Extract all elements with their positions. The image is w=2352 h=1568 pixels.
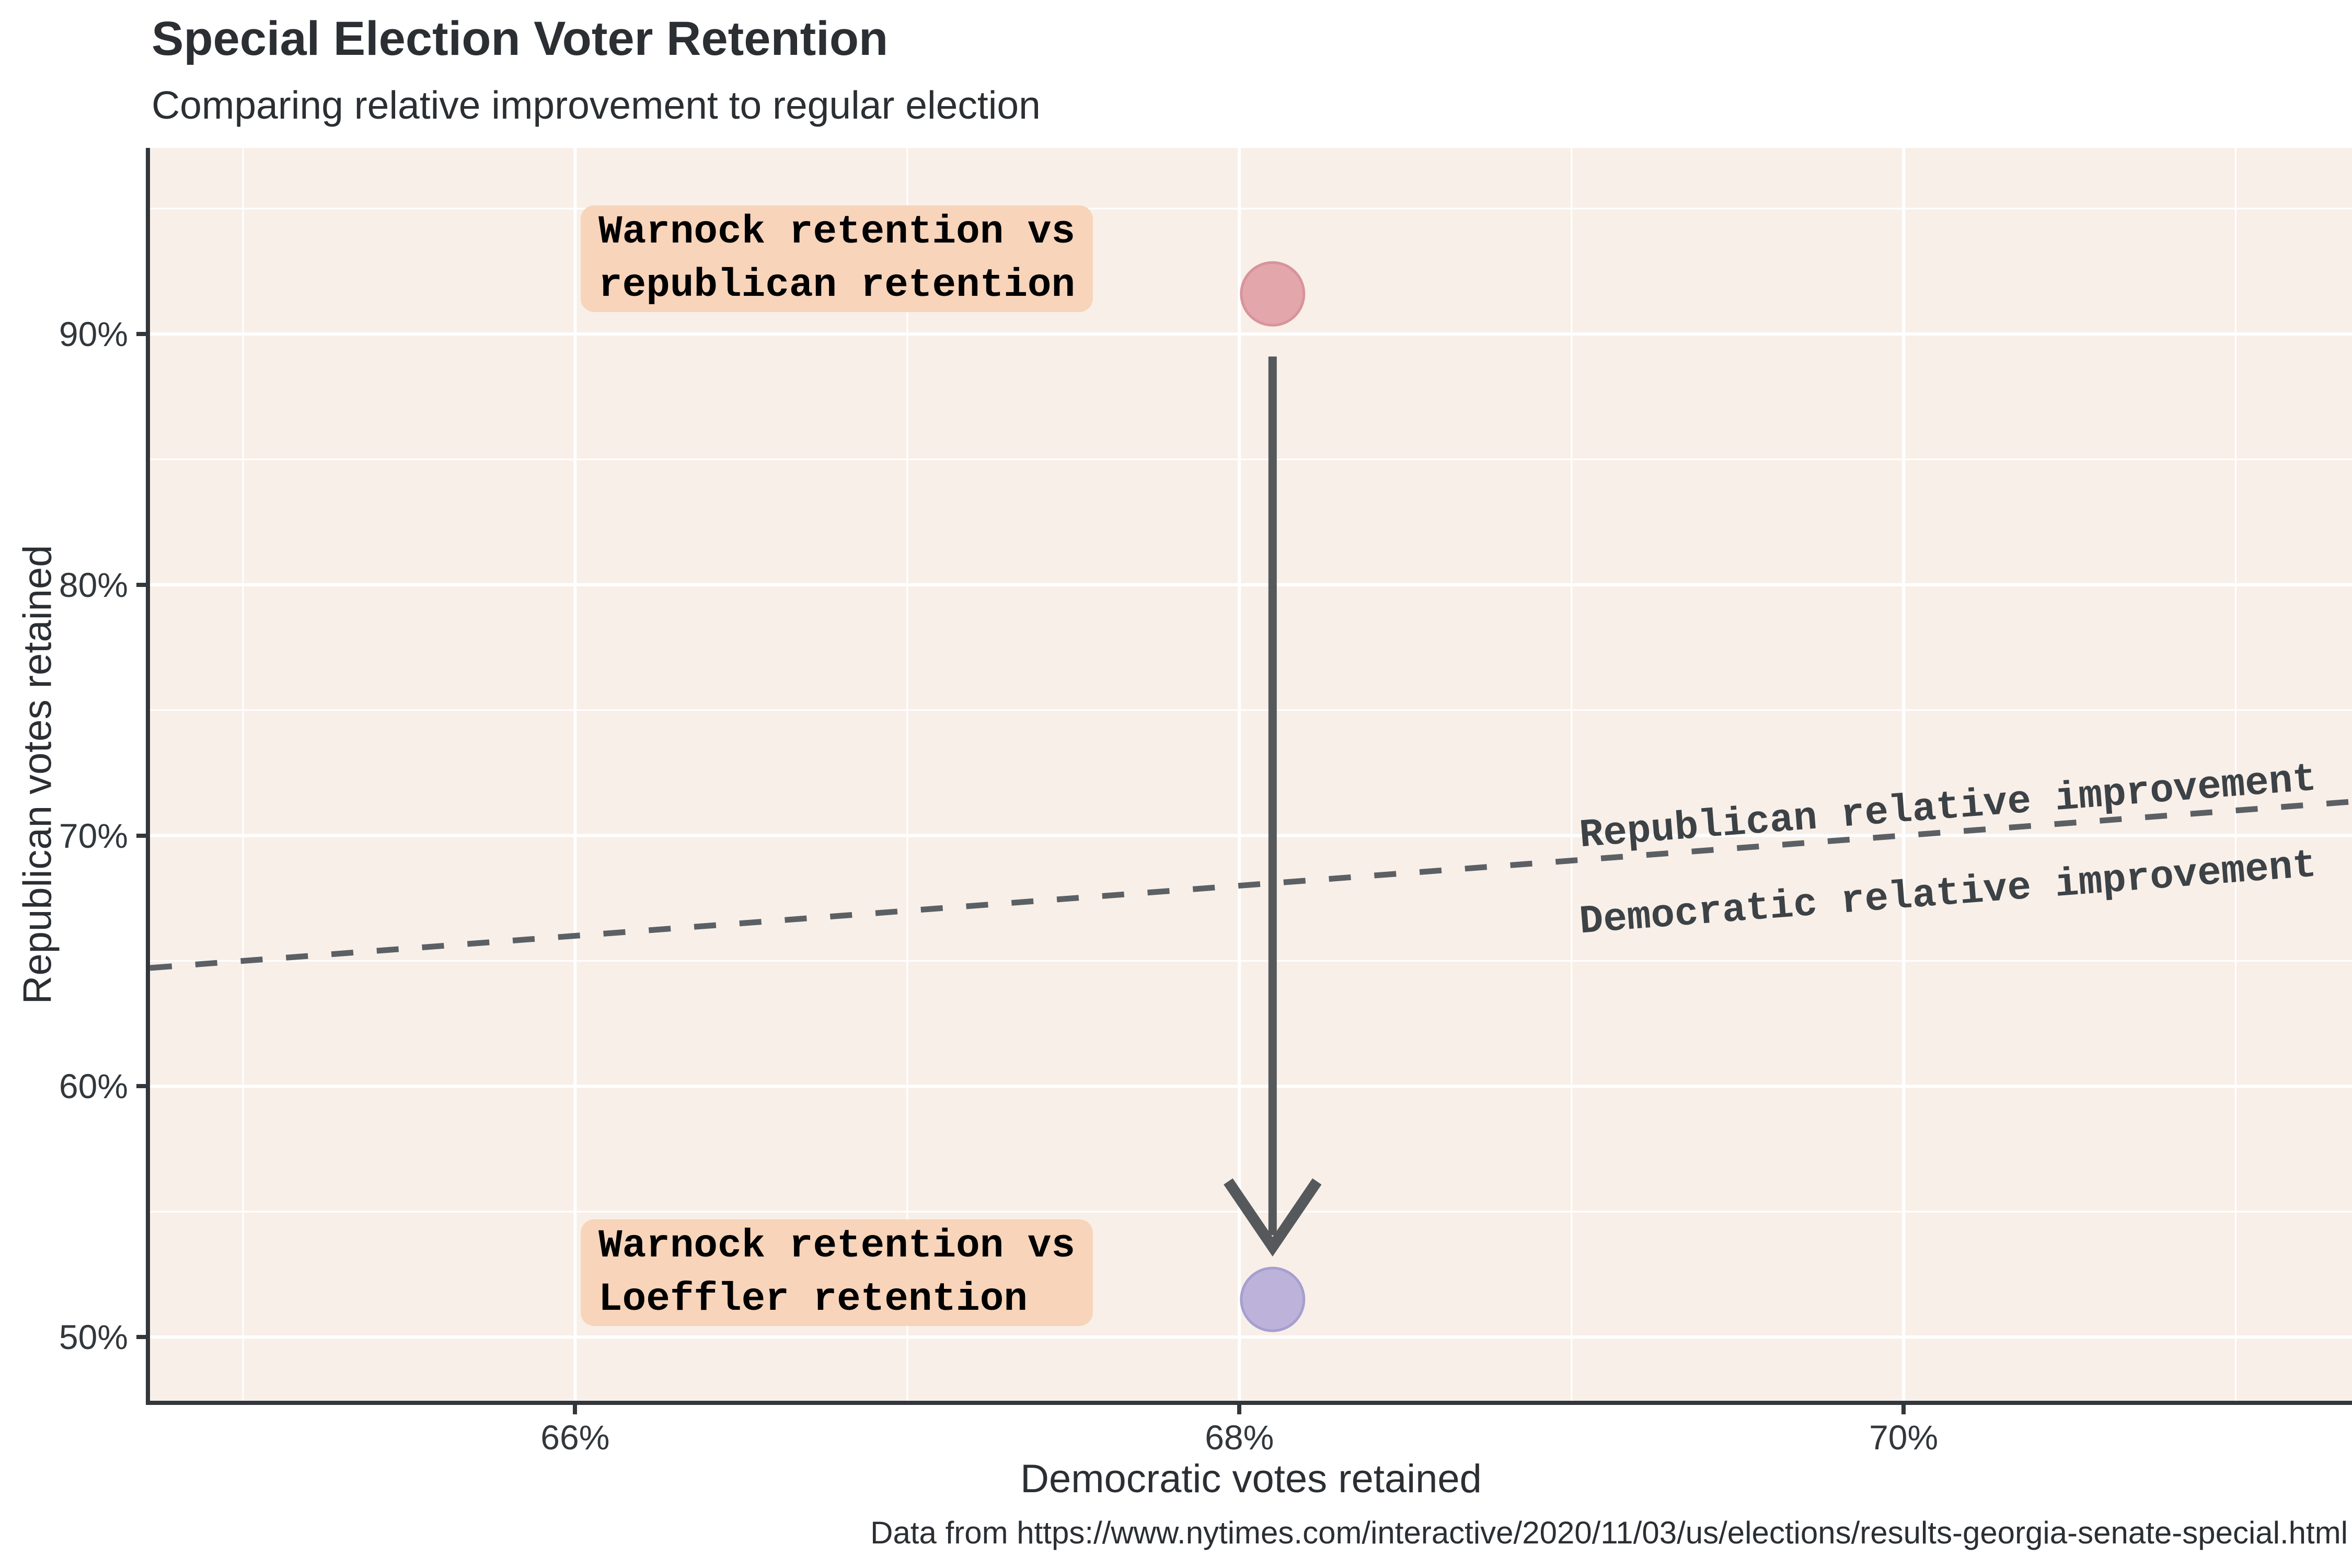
x-axis-line — [146, 1401, 2352, 1405]
x-tick-label: 70% — [1869, 1418, 1939, 1457]
y-tick-mark — [136, 1084, 146, 1089]
data-point-warnock-vs-republican — [1240, 261, 1306, 327]
annotation-line: Loeffler retention — [598, 1277, 1028, 1322]
x-tick-mark — [1901, 1405, 1906, 1414]
y-tick-label: 70% — [59, 816, 128, 855]
annotation-line: Warnock retention vs — [598, 1224, 1076, 1269]
x-axis-title: Democratic votes retained — [1020, 1457, 1482, 1501]
arrow-head — [1224, 1178, 1322, 1257]
y-tick-label: 80% — [59, 565, 128, 604]
data-point-warnock-vs-loeffler — [1240, 1266, 1306, 1332]
y-tick-label: 90% — [59, 314, 128, 353]
x-tick-mark — [573, 1405, 578, 1414]
y-tick-label: 60% — [59, 1067, 128, 1106]
plot-panel: Warnock retention vs republican retentio… — [150, 148, 2352, 1401]
y-axis-title: Republican votes retained — [15, 545, 60, 1005]
x-tick-label: 66% — [540, 1418, 610, 1457]
y-tick-mark — [136, 833, 146, 838]
x-tick-label: 68% — [1205, 1418, 1274, 1457]
plot-canvas — [150, 148, 2352, 1401]
y-tick-mark — [136, 331, 146, 336]
page-subtitle: Comparing relative improvement to regula… — [152, 83, 1041, 127]
identity-dashed-line — [150, 799, 2352, 971]
caption-source: Data from https://www.nytimes.com/intera… — [870, 1515, 2348, 1550]
annotation-warnock-vs-loeffler: Warnock retention vs Loeffler retention — [581, 1219, 1093, 1326]
x-tick-mark — [1237, 1405, 1242, 1414]
y-axis-line — [146, 148, 150, 1405]
y-tick-label: 50% — [59, 1318, 128, 1357]
page-title: Special Election Voter Retention — [152, 12, 889, 65]
annotation-warnock-vs-republican: Warnock retention vs republican retentio… — [581, 205, 1093, 312]
y-tick-mark — [136, 1335, 146, 1340]
annotation-line: Warnock retention vs — [598, 210, 1076, 255]
y-tick-mark — [136, 582, 146, 587]
annotation-line: republican retention — [598, 263, 1076, 308]
